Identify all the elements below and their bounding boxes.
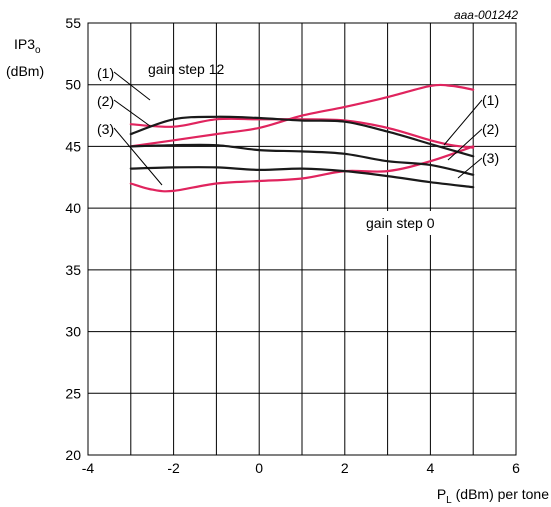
series-line-gain-step-0-3 [129,166,475,189]
x-axis-label-rest: (dBm) per tone [452,486,549,502]
series-line-gain-step-12-1 [129,117,475,149]
y-tick-label: 40 [65,200,81,216]
marker-0-3: (3) [482,150,499,166]
y-axis-label-sub: o [35,45,41,56]
marker-12-1: (1) [97,65,114,81]
marker-0-1: (1) [482,92,499,108]
y-axis-label-main: IP3 [14,36,35,52]
y-axis-label: IP3o [14,36,41,56]
tick-labels: -4 -2 0 2 4 6 20 25 30 35 40 45 50 55 [65,15,520,476]
leader-line [113,127,163,186]
leader-lines [113,71,483,186]
y-tick-label: 35 [65,262,81,278]
x-axis-label-sub: L [446,495,452,506]
x-tick-label: 6 [512,460,520,476]
y-tick-label: 55 [65,15,81,31]
marker-0-2: (2) [482,121,499,137]
x-tick-label: 4 [427,460,435,476]
leader-line [457,157,483,179]
y-tick-label: 30 [65,324,81,340]
marker-12-2: (2) [97,93,114,109]
leader-line [447,128,483,161]
leader-line [443,99,483,146]
x-axis-label: PL (dBm) per tone [437,486,549,506]
x-tick-label: 2 [341,460,349,476]
series-line-gain-step-0-1 [129,115,475,158]
marker-12-3: (3) [97,121,114,137]
series-line-gain-step-12-2 [129,83,475,148]
curves [129,83,475,193]
series-line-gain-step-12-3 [129,145,475,193]
leader-line [113,71,151,101]
reference-label: aaa-001242 [454,8,518,22]
y-tick-label: 20 [65,447,81,463]
group-label-gain-step-12: gain step 12 [148,61,224,77]
group-label-gain-step-0: gain step 0 [366,215,435,231]
leader-line [113,99,151,127]
x-axis-label-main: P [437,486,446,502]
y-axis-unit: (dBm) [6,63,44,79]
x-tick-label: -2 [167,460,180,476]
grid [87,22,517,456]
x-tick-label: 0 [255,460,263,476]
series-line-gain-step-0-2 [129,143,475,176]
y-tick-label: 45 [65,138,81,154]
y-tick-label: 25 [65,385,81,401]
x-tick-label: -4 [82,460,95,476]
y-tick-label: 50 [65,77,81,93]
plot-frame [87,22,517,456]
